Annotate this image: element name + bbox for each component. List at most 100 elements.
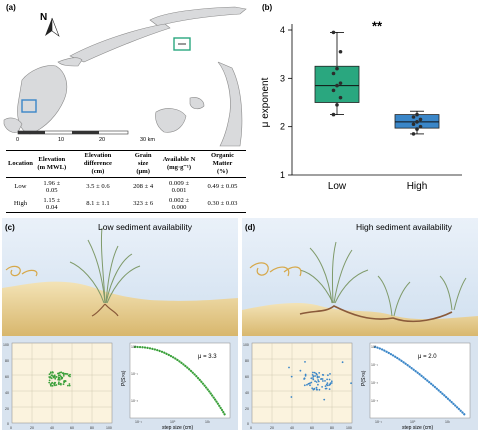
scatter-point <box>67 385 69 387</box>
table-cell: 0.002 ± 0.000 <box>159 195 199 213</box>
scatter-c-xtick: 20 <box>30 426 34 430</box>
scatter-d-ytick: 20 <box>245 407 249 411</box>
scatter-d-xtick: 20 <box>270 426 274 430</box>
scatter-point <box>56 384 58 386</box>
data-point <box>339 96 343 100</box>
scatter-point <box>59 372 61 374</box>
scale-tick-30: 30 km <box>140 137 155 143</box>
table-cell: 0.30 ± 0.03 <box>199 195 246 213</box>
scatter-point <box>318 376 320 378</box>
scatter-point <box>327 374 329 376</box>
scatter-point <box>312 379 314 381</box>
y-tick-label: 2 <box>280 122 285 132</box>
scale-tick-10: 10 <box>58 137 64 143</box>
panel-label-c: (c) <box>5 223 15 232</box>
box-plot: 1 2 3 4 μ exponent Low High ** <box>252 10 477 200</box>
table-header-cell: Location <box>6 151 35 178</box>
scatter-point <box>329 388 331 390</box>
scene-c-ylabel: P(S>s) <box>121 370 127 386</box>
table-header-cell: Elevation difference (cm) <box>69 151 127 178</box>
scatter-c-xtick: 80 <box>90 426 94 430</box>
loglog-c-xtick: 10¹ <box>205 420 211 424</box>
scatter-point <box>323 399 325 401</box>
table-cell: High <box>6 195 35 213</box>
data-point <box>412 132 416 136</box>
scatter-point <box>317 377 319 379</box>
scatter-point <box>313 389 315 391</box>
loglog-d-ytick: 10⁻¹ <box>371 363 379 367</box>
scatter-point <box>327 382 329 384</box>
table-header-cell: Available N (mg·g⁻¹) <box>159 151 199 178</box>
table-header-cell: Grain size (μm) <box>127 151 159 178</box>
data-point <box>339 50 343 54</box>
scatter-point <box>48 382 50 384</box>
scene-c-title: Low sediment availability <box>98 222 193 232</box>
table-header-cell: Elevation (m MWL) <box>35 151 69 178</box>
scatter-c-ytick: 0 <box>7 422 9 426</box>
scatter-point <box>326 379 328 381</box>
scatter-point <box>329 384 331 386</box>
table-cell: 3.5 ± 0.6 <box>69 178 127 196</box>
scatter-c-xtick: 40 <box>50 426 54 430</box>
site-characteristics-table: Location Elevation (m MWL) Elevation diff… <box>6 150 246 213</box>
data-point <box>412 115 416 119</box>
scatter-point <box>62 372 64 374</box>
scatter-point <box>316 381 318 383</box>
scale-tick-20: 20 <box>99 137 105 143</box>
data-point <box>335 84 339 88</box>
table-cell: 1.96 ± 0.05 <box>35 178 69 196</box>
loglog-c-xtick: 10⁻¹ <box>135 420 143 424</box>
scatter-point <box>316 389 318 391</box>
table-cell: 0.49 ± 0.05 <box>199 178 246 196</box>
table-row: High 1.15 ± 0.04 8.1 ± 1.1 323 ± 6 0.002… <box>6 195 246 213</box>
north-label: N <box>40 12 47 23</box>
scale-bar <box>18 131 128 134</box>
x-tick-label: Low <box>328 181 347 192</box>
scatter-point <box>350 382 352 384</box>
scatter-point <box>306 384 308 386</box>
y-tick-label: 3 <box>280 73 285 83</box>
scatter-c-ytick: 100 <box>3 343 9 347</box>
data-point <box>419 125 423 129</box>
scatter-point <box>327 385 329 387</box>
significance-label: ** <box>372 18 383 33</box>
scatter-point <box>57 373 59 375</box>
scatter-point <box>50 372 52 374</box>
x-tick-label: High <box>407 181 428 192</box>
wadden-map: N 0 10 20 30 km <box>0 0 250 150</box>
scatter-d-ytick: 40 <box>245 391 249 395</box>
scatter-point <box>50 376 52 378</box>
table-header-row: Location Elevation (m MWL) Elevation diff… <box>6 151 246 178</box>
scatter-point <box>66 373 68 375</box>
data-point <box>339 81 343 85</box>
table-cell: Low <box>6 178 35 196</box>
scatter-point <box>58 383 60 385</box>
data-point <box>415 113 419 117</box>
scatter-c-ytick: 80 <box>5 359 9 363</box>
scatter-point <box>312 372 314 374</box>
scatter-point <box>312 377 314 379</box>
scatter-point <box>322 374 324 376</box>
scatter-point <box>53 383 55 385</box>
scatter-point <box>69 383 71 385</box>
scatter-d-xtick: 0 <box>250 426 252 430</box>
scatter-point <box>329 379 331 381</box>
data-point <box>415 127 419 131</box>
data-point <box>335 67 339 71</box>
data-point <box>332 31 336 35</box>
scatter-point <box>317 384 319 386</box>
loglog-d-ytick: 10⁻² <box>371 381 379 385</box>
scatter-point <box>318 372 320 374</box>
scene-d-mu: μ = 2.0 <box>418 354 437 360</box>
scatter-c-xtick: 60 <box>70 426 74 430</box>
scatter-d-xtick: 60 <box>310 426 314 430</box>
scatter-point <box>54 376 56 378</box>
scatter-point <box>324 380 326 382</box>
scatter-point <box>52 385 54 387</box>
scatter-point <box>314 372 316 374</box>
scatter-point <box>305 374 307 376</box>
scatter-point <box>304 384 306 386</box>
scatter-point <box>64 380 66 382</box>
scatter-point <box>314 380 316 382</box>
scatter-c-xtick: 100 <box>106 426 112 430</box>
